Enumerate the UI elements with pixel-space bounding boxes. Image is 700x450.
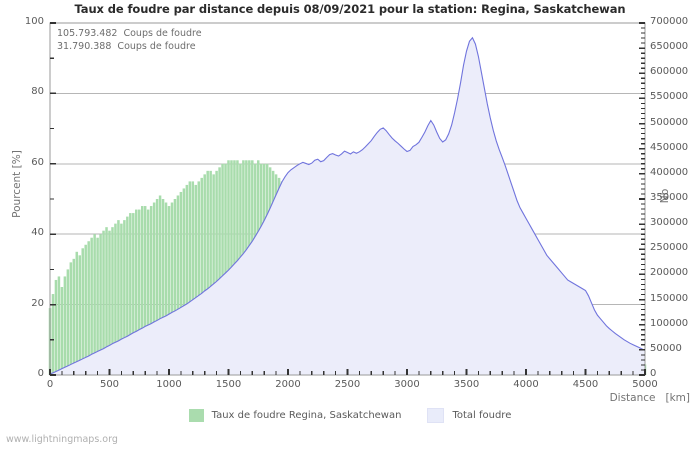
legend-label-total: Total foudre <box>452 410 512 421</box>
annotation-station-count: 31.790.388 Coups de foudre <box>57 41 196 52</box>
annotation-total-count: 105.793.482 Coups de foudre <box>57 28 202 39</box>
x-tick-3500: 3500 <box>453 379 480 390</box>
y-tick-right-550000: 550000 <box>650 91 689 103</box>
y-tick-right-200000: 200000 <box>650 267 689 279</box>
legend-item-total[interactable]: Total foudre <box>427 408 511 423</box>
x-tick-5000: 5000 <box>632 379 658 390</box>
y-tick-right-50000: 50000 <box>650 342 682 354</box>
x-tick-2500: 2500 <box>334 379 361 390</box>
y-tick-right-100000: 100000 <box>650 317 689 329</box>
x-tick-3000: 3000 <box>394 379 420 390</box>
y-tick-right-500000: 500000 <box>650 116 689 128</box>
y-tick-right-700000: 700000 <box>650 16 689 27</box>
x-tick-2000: 2000 <box>275 379 301 390</box>
legend-swatch-total <box>427 408 445 423</box>
x-tick-1000: 1000 <box>156 379 182 390</box>
chart-title: Taux de foudre par distance depuis 08/09… <box>74 2 626 16</box>
x-tick-0: 0 <box>46 379 54 390</box>
y-axis-label-left: Pourcent [%] <box>11 150 23 218</box>
footer-url: www.lightningmaps.org <box>6 434 118 445</box>
y-tick-right-350000: 350000 <box>650 192 689 203</box>
y-tick-right-0: 0 <box>650 368 657 379</box>
y-tick-right-250000: 250000 <box>650 242 689 254</box>
total-line <box>49 36 646 375</box>
x-tick-4000: 4000 <box>513 379 539 390</box>
x-axis-label: Distance [km] <box>609 392 690 404</box>
chart-legend: Taux de foudre Regina, Saskatchewan Tota… <box>0 408 700 423</box>
y-tick-left-20: 20 <box>31 297 44 309</box>
y-tick-right-650000: 650000 <box>650 41 689 53</box>
x-tick-1500: 1500 <box>215 379 242 390</box>
y-tick-right-150000: 150000 <box>650 292 689 304</box>
y-tick-left-40: 40 <box>31 227 44 239</box>
legend-item-rate[interactable]: Taux de foudre Regina, Saskatchewan <box>188 409 402 422</box>
y-tick-right-450000: 450000 <box>650 141 689 153</box>
x-tick-500: 500 <box>99 379 120 390</box>
y-tick-right-300000: 300000 <box>650 217 689 229</box>
legend-swatch-rate <box>188 409 204 422</box>
y-tick-left-80: 80 <box>31 86 44 98</box>
y-tick-left-0: 0 <box>37 368 44 379</box>
total-area-fill <box>50 37 645 375</box>
y-tick-right-600000: 600000 <box>650 66 689 78</box>
y-tick-right-400000: 400000 <box>650 166 689 178</box>
x-tick-4500: 4500 <box>572 379 599 390</box>
y-tick-left-60: 60 <box>31 156 44 168</box>
y-tick-left-100: 100 <box>24 16 44 27</box>
legend-label-rate: Taux de foudre Regina, Saskatchewan <box>211 410 402 421</box>
